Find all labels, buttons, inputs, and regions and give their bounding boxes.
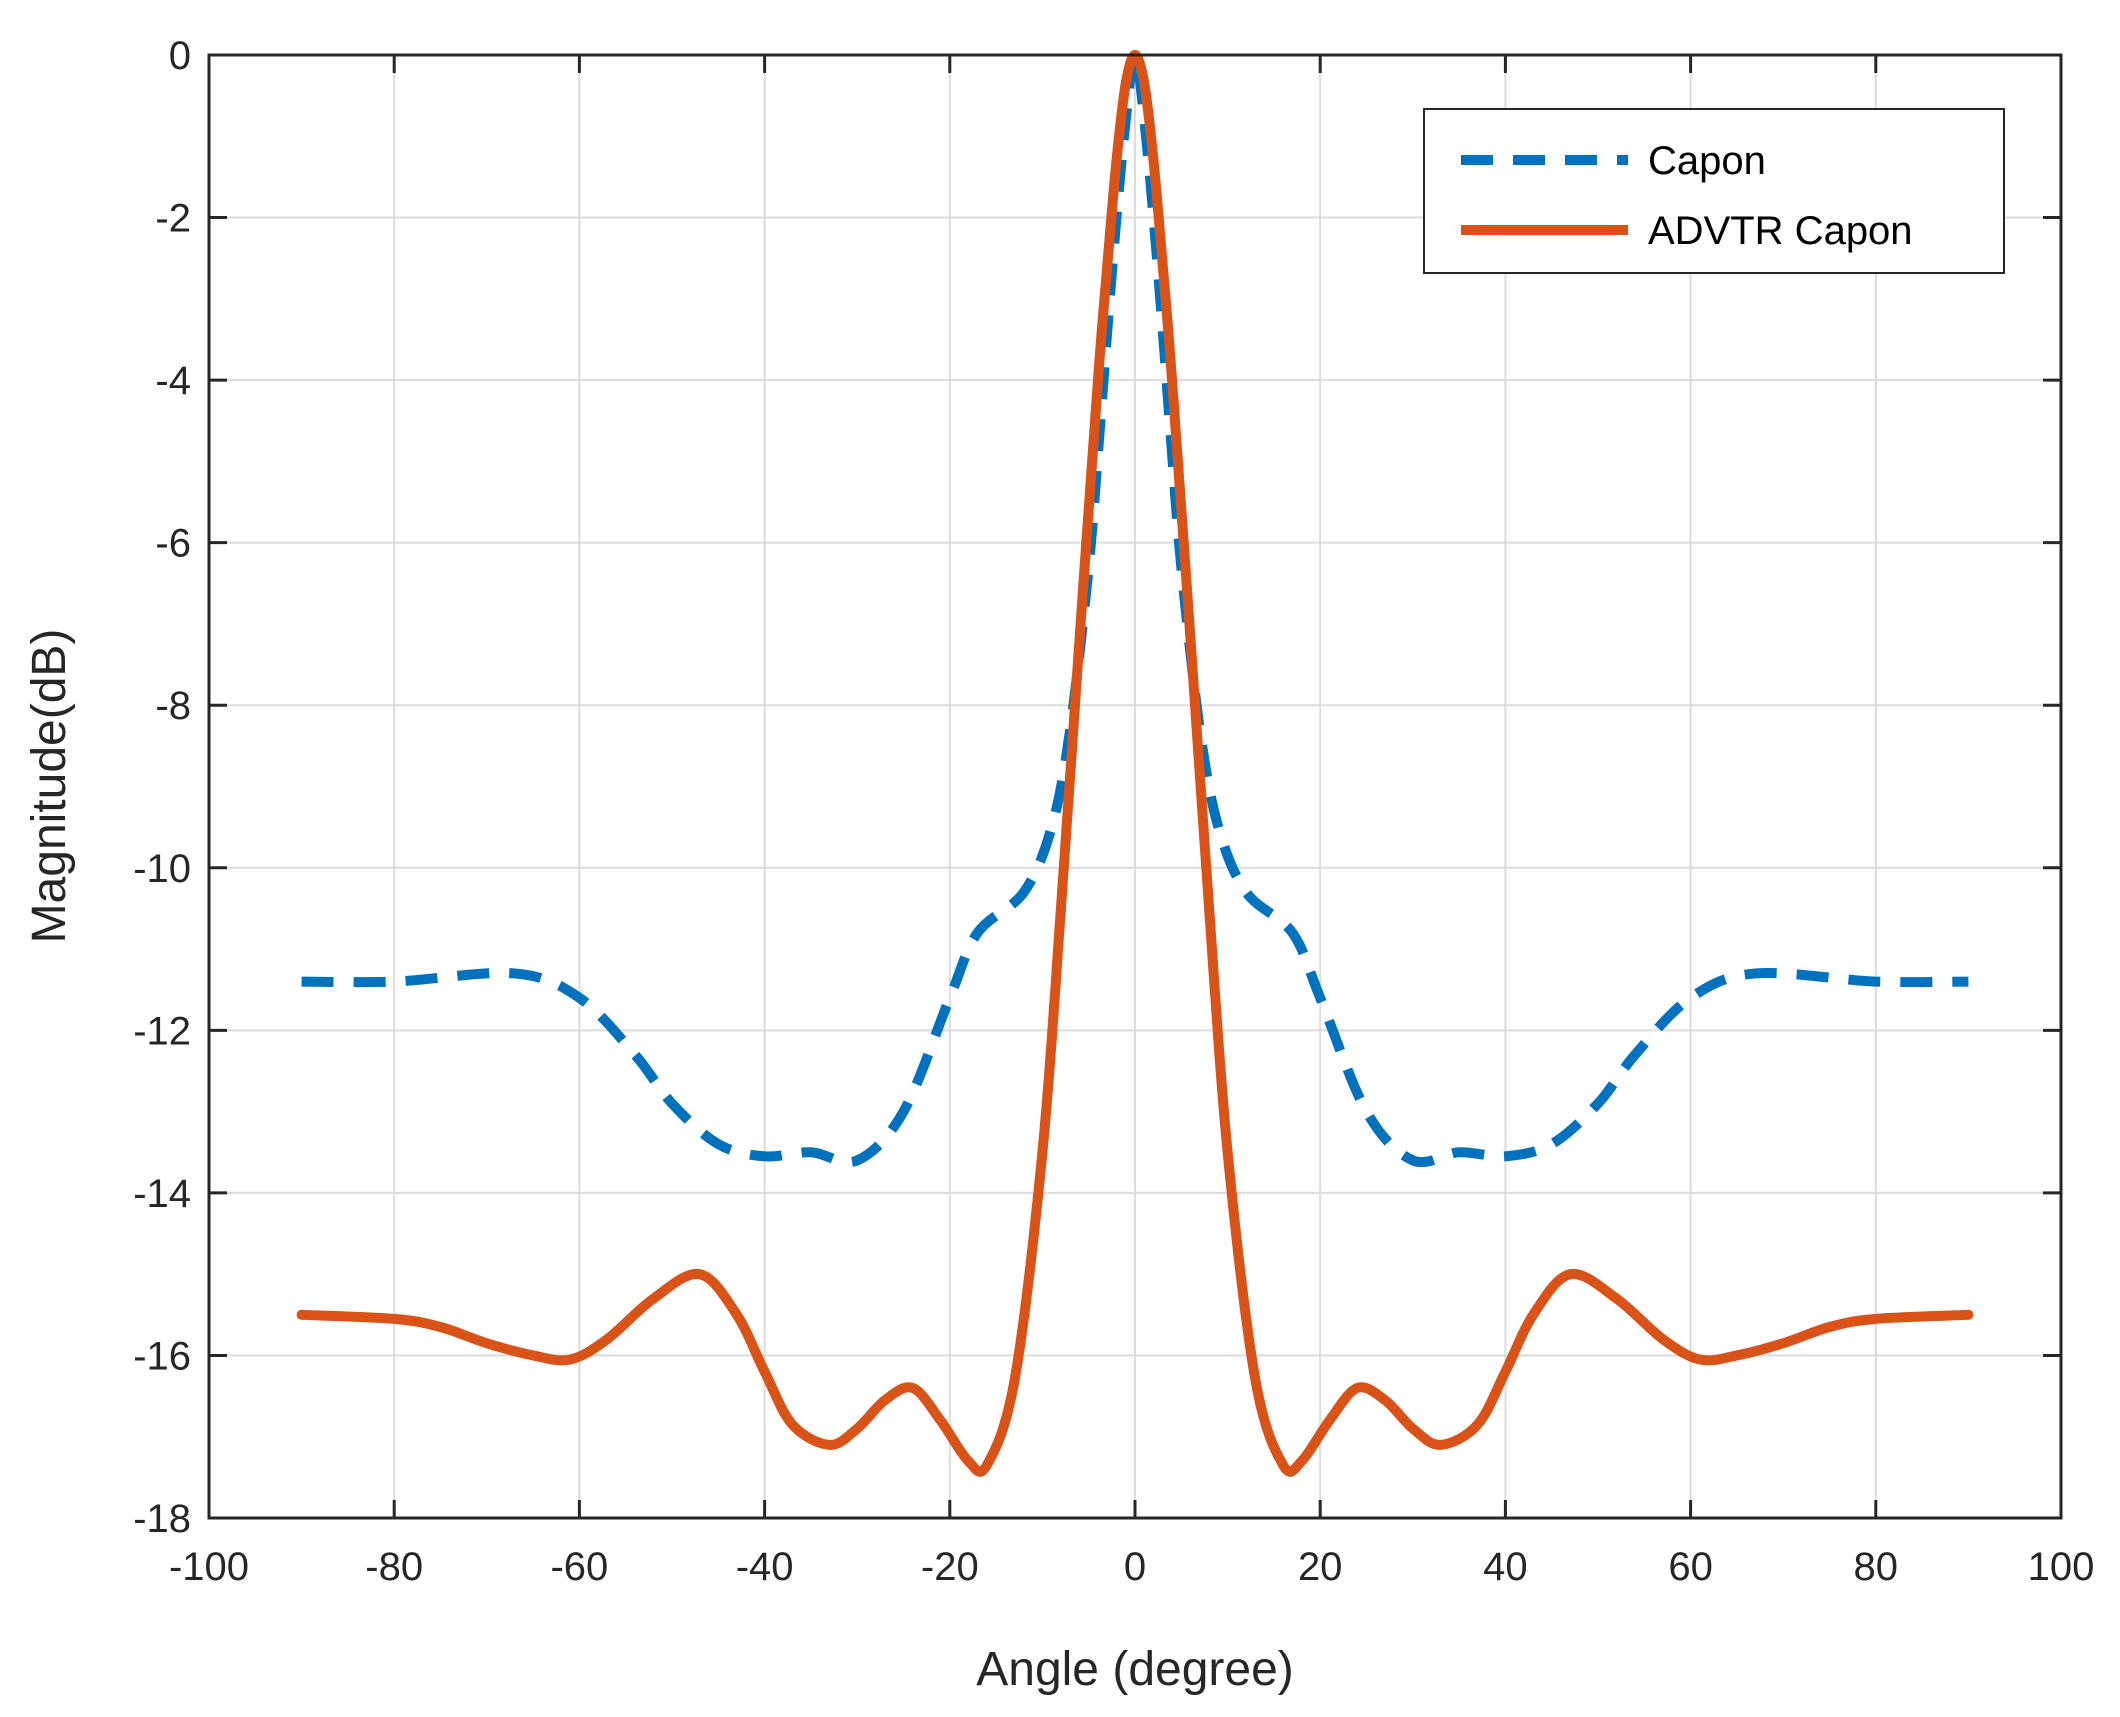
y-tick-label: 0 [169, 34, 191, 78]
y-tick-label: -12 [133, 1009, 191, 1053]
x-tick-label: -40 [736, 1545, 794, 1589]
x-tick-label: 100 [2028, 1545, 2095, 1589]
legend-box [1423, 108, 2005, 274]
y-axis-title: Magnitude(dB) [23, 629, 76, 944]
y-tick-label: -6 [155, 522, 191, 566]
y-tick-label: -14 [133, 1172, 191, 1216]
y-tick-label: -8 [155, 684, 191, 728]
x-tick-label: 60 [1668, 1545, 1713, 1589]
tick-labels: -100 -80 -60 -40 -20 0 20 40 60 80 100 0 -2 -4 -6 -8 -10… [133, 34, 2094, 1589]
x-tick-label: -60 [550, 1545, 608, 1589]
legend: Capon ADVTR Capon [1423, 108, 2005, 274]
x-axis-title: Angle (degree) [976, 1643, 1294, 1696]
plot-frame [207, 53, 2063, 1520]
y-tick-label: -10 [133, 847, 191, 891]
x-tick-label: -100 [169, 1545, 249, 1589]
x-tick-label: 80 [1854, 1545, 1899, 1589]
x-tick-label: -20 [921, 1545, 979, 1589]
x-tick-label: 20 [1298, 1545, 1343, 1589]
y-tick-label: -2 [155, 197, 191, 241]
x-tick-label: 0 [1124, 1545, 1146, 1589]
x-tick-label: 40 [1483, 1545, 1528, 1589]
legend-label-advtr-capon: ADVTR Capon [1648, 209, 1913, 253]
x-tick-label: -80 [365, 1545, 423, 1589]
y-tick-label: -16 [133, 1334, 191, 1378]
y-tick-label: -18 [133, 1497, 191, 1541]
legend-label-capon: Capon [1648, 139, 1766, 183]
y-tick-label: -4 [155, 359, 191, 403]
